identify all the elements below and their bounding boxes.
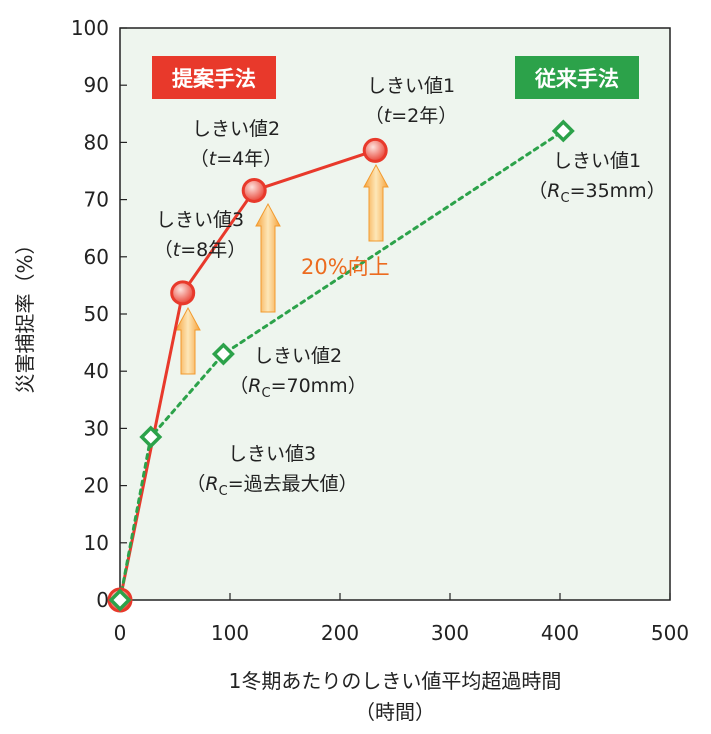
y-tick-label: 90 <box>84 73 109 97</box>
badge-conventional-label: 従来手法 <box>534 67 619 91</box>
data-point-conventional <box>139 425 163 449</box>
annotation-proposed-line1: しきい値3 <box>156 209 244 231</box>
x-tick-label: 400 <box>541 621 579 645</box>
improvement-arrows <box>175 163 389 375</box>
legend-badges: 提案手法 従来手法 <box>152 56 639 99</box>
data-point-proposed <box>362 137 388 163</box>
annotation-proposed-line1: しきい値1 <box>367 75 455 97</box>
x-tick-label: 200 <box>321 621 359 645</box>
improvement-arrow-3 <box>175 306 201 375</box>
annotation-proposed-line2: （t=2年） <box>365 105 457 127</box>
axis-ticks: 0 10 20 30 40 50 60 70 80 90 100 0 100 200 300 400 500 <box>71 16 689 645</box>
data-point-conventional <box>108 588 132 612</box>
y-tick-label: 80 <box>84 130 109 154</box>
x-axis-title: 1冬期あたりのしきい値平均超過時間 <box>229 669 562 693</box>
y-tick-label: 70 <box>84 188 109 212</box>
y-tick-label: 0 <box>96 588 109 612</box>
badge-conventional-box <box>515 56 639 99</box>
y-axis-title: 災害捕捉率（%） <box>13 234 37 393</box>
data-point-proposed <box>170 280 196 306</box>
x-tick-label: 100 <box>211 621 249 645</box>
x-tick-label: 300 <box>431 621 469 645</box>
series-line-conventional <box>118 129 565 602</box>
annotation-proposed-line2: （t=8年） <box>154 239 246 261</box>
annotation-conventional-line1: しきい値2 <box>254 345 342 367</box>
y-tick-label: 10 <box>84 531 109 555</box>
annotation-conventional-line2: （RC=35mm） <box>528 180 665 206</box>
annotation-conventional-line1: しきい値3 <box>228 443 316 465</box>
plot-area <box>119 27 671 601</box>
improvement-arrow-2 <box>255 202 281 313</box>
y-tick-label: 100 <box>71 16 109 40</box>
improvement-label: 20%向上 <box>301 255 390 279</box>
improvement-arrow-1 <box>363 163 389 242</box>
data-point-conventional <box>551 119 575 143</box>
data-point-proposed <box>241 177 267 203</box>
annotation-conventional-line2: （RC=過去最大値） <box>186 473 357 499</box>
annotation-conventional-line1: しきい値1 <box>553 150 641 172</box>
data-point-conventional <box>211 342 235 366</box>
annotation-proposed-line1: しきい値2 <box>192 118 280 140</box>
annotation-conventional-line2: （RC=70mm） <box>229 375 366 401</box>
x-axis-unit: （時間） <box>355 700 435 724</box>
annotations: しきい値3 （t=8年） しきい値2 （t=4年） しきい値1 （t=2年） しきい値3 （R… <box>154 75 666 499</box>
badge-proposed-box <box>152 56 276 99</box>
series-layer <box>107 119 575 613</box>
badge-proposed-label: 提案手法 <box>172 67 256 91</box>
annotation-proposed-line2: （t=4年） <box>190 148 282 170</box>
x-tick-label: 500 <box>651 621 689 645</box>
y-tick-label: 40 <box>84 359 109 383</box>
y-tick-label: 60 <box>84 245 109 269</box>
y-tick-label: 30 <box>84 416 109 440</box>
y-tick-label: 50 <box>84 302 109 326</box>
y-tick-label: 20 <box>84 474 109 498</box>
x-tick-label: 0 <box>114 621 127 645</box>
